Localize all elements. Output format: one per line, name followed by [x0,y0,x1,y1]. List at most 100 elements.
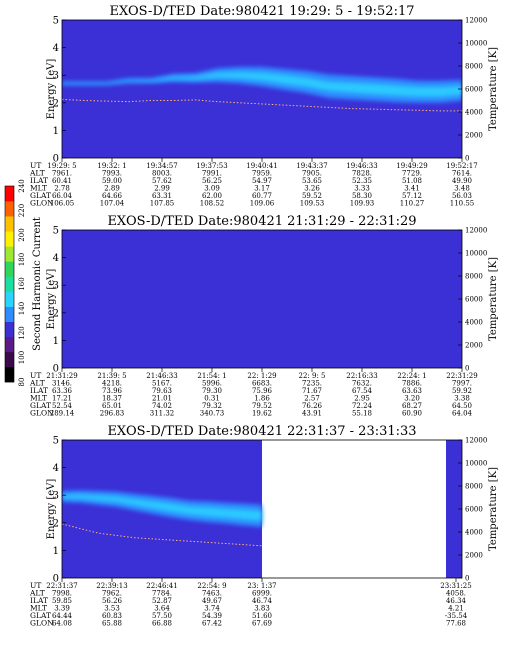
panel-1-yticks: 0 1 2 3 4 5 0 2000 4000 6000 8000 10000 12000 [53,16,488,165]
ephemeris-value: 19:40:41 [246,162,277,170]
ephemeris-value: 7614. [452,170,472,178]
colorbar-segment [5,231,14,247]
colorbar-segment [5,276,14,292]
ephemeris-value: 0.31 [204,395,220,403]
energy-tick-label: 0 [53,574,59,585]
panel-3-plot [62,440,462,578]
ephemeris-value: 59.92 [452,387,472,395]
colorbar-segment [5,291,14,307]
colorbar-tick-label: 220 [18,204,26,217]
colorbar-tick-label: 180 [18,253,26,266]
ephemeris-value: 56.26 [102,597,123,605]
temperature-tick-label: 8000 [465,273,483,281]
ephemeris-row-label: ILAT [30,176,48,185]
ephemeris-value: 3.17 [254,185,270,193]
ephemeris-value: 56.03 [452,192,472,200]
ephemeris-row-label: ILAT [30,596,48,605]
ephemeris-value: 6683. [252,380,272,388]
panel-3: EXOS-D/TED Date:980421 22:31:37 - 23:31:… [29,424,499,628]
ephemeris-value: -35.54 [445,612,468,620]
temperature-tick-label: 4000 [465,319,483,327]
ephemeris-value: 65.88 [102,620,122,628]
ephemeris-value: 23: 1:37 [247,582,276,590]
temperature-tick-label: 2000 [465,132,483,140]
ephemeris-value: 22:39:13 [96,582,127,590]
panel-1-ylabel: Energy [eV] [46,59,57,120]
energy-tick-label: 3 [53,281,59,292]
ephemeris-value: 19:46:33 [346,162,377,170]
colorbar-segment [5,201,14,217]
energy-tick-label: 0 [53,364,59,375]
ephemeris-value: 68.27 [402,402,422,410]
panel-3-data-region [446,440,462,578]
ephemeris-value: 21:31:29 [46,372,77,380]
colorbar-tick-label: 200 [18,228,26,241]
panel-2-title: EXOS-D/TED Date:980421 21:31:29 - 22:31:… [107,214,416,229]
temperature-tick-label: 8000 [465,483,483,491]
temperature-tick-label: 6000 [465,296,483,304]
ephemeris-value: 19:29: 5 [47,162,76,170]
ephemeris-value: 7993. [102,170,122,178]
ephemeris-value: 7998. [52,590,72,598]
panel-1-temperature-curve [62,98,462,112]
ephemeris-value: 7959. [252,170,272,178]
ephemeris-value: 56.25 [202,177,222,185]
ephemeris-value: 75.96 [252,387,273,395]
ephemeris-value: 3.74 [204,605,220,613]
ephemeris-value: 59.85 [52,597,72,605]
ephemeris-value: 3.48 [454,185,470,193]
panel-2-background [62,230,462,368]
ephemeris-value: 2.78 [54,185,70,193]
ephemeris-value: 7729. [402,170,422,178]
colorbar-segment [5,351,14,368]
ephemeris-row-label: ALT [29,589,45,598]
temperature-tick-label: 4000 [465,529,483,537]
ephemeris-row-label: GLAT [30,611,51,620]
ephemeris-value: 17.21 [52,395,72,403]
ephemeris-value: 7886. [402,380,422,388]
energy-tick-label: 2 [53,518,59,529]
ephemeris-row-label: GLAT [30,191,51,200]
ephemeris-value: 19:37:53 [196,162,227,170]
ephemeris-value: 67.69 [252,620,272,628]
ephemeris-value: 64.44 [52,612,73,620]
ephemeris-value: 58.30 [352,192,372,200]
ephemeris-value: 43.91 [302,410,322,418]
ephemeris-value: 52.54 [52,402,73,410]
ephemeris-value: 57.62 [152,177,172,185]
panel-2-ylabel: Energy [eV] [46,269,57,330]
ephemeris-value: 66.88 [152,620,172,628]
ephemeris-value: 51.60 [252,612,272,620]
ephemeris-row-label: GLON [30,409,54,418]
ephemeris-value: 54.39 [202,612,222,620]
ephemeris-value: 62.00 [202,192,222,200]
ephemeris-value: 60.83 [102,612,122,620]
colorbar-tick-label: 120 [18,326,26,339]
ephemeris-value: 64.08 [52,620,72,628]
colorbar-segment [5,306,14,322]
energy-tick-label: 1 [53,126,59,137]
ephemeris-value: 19:52:17 [446,162,477,170]
ephemeris-value: 7905. [302,170,322,178]
temperature-tick-label: 4000 [465,109,483,117]
ephemeris-value: 66.04 [52,192,73,200]
panel-3-temperature-curve [62,523,263,547]
ephemeris-value: 5167. [152,380,172,388]
ephemeris-value: 77.68 [446,620,466,628]
ephemeris-value: 3.39 [54,605,70,613]
colorbar-segment [5,336,14,353]
temperature-tick-label: 2000 [465,552,483,560]
ephemeris-value: 110.27 [400,200,425,208]
ephemeris-value: 67.54 [352,387,373,395]
ephemeris-value: 76.26 [302,402,323,410]
ephemeris-row-label: MLT [30,184,47,193]
panel-2: EXOS-D/TED Date:980421 21:31:29 - 22:31:… [29,214,499,418]
colorbar-scale [5,186,14,383]
ephemeris-value: 7997. [452,380,472,388]
ephemeris-row-label: MLT [30,394,47,403]
ephemeris-value: 109.06 [250,200,275,208]
ephemeris-value: 49.90 [452,177,472,185]
energy-tick-label: 0 [53,154,59,165]
